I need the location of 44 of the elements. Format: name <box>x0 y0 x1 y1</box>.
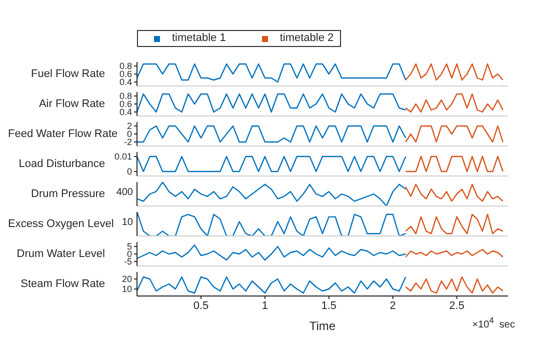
y-tick-label: 0.4 <box>119 77 132 88</box>
line-series <box>137 93 406 113</box>
text: 400 <box>115 186 133 199</box>
x-tick-label: 2.5 <box>449 300 464 312</box>
y-axis-title: Steam Flow Rate <box>20 277 105 291</box>
line-series <box>137 276 406 294</box>
y-tick-label: -2 <box>124 137 132 148</box>
x-tick-label: 1.5 <box>321 300 337 312</box>
y-tick-label: 0.4 <box>119 107 132 118</box>
y-tick-label: 0.8 <box>119 91 132 102</box>
line-series <box>405 125 504 143</box>
y-tick-label: 0.6 <box>119 99 132 110</box>
y-tick-label: 0.01 <box>114 152 132 162</box>
y-axis-title: Feed Water Flow Rate <box>8 127 118 141</box>
y-tick-label: 2 <box>126 121 132 132</box>
line-series <box>137 244 406 261</box>
y-axis-title: Excess Oxygen Level <box>8 217 114 231</box>
x-tick-label: 0.5 <box>193 300 209 312</box>
y-tick-label: 0 <box>126 129 132 140</box>
y-axis-title: Drum Water Level <box>16 247 105 261</box>
y-tick-label: 5 <box>126 242 132 252</box>
y-tick-label: 0.6 <box>119 69 132 80</box>
y-axis-title: Load Disturbance <box>18 157 105 171</box>
y-tick-label: -5 <box>124 256 132 267</box>
x-tick-label: 1 <box>262 300 268 312</box>
y-axis-title: Air Flow Rate <box>38 97 105 111</box>
y-tick-label: 20 <box>122 274 132 284</box>
y-tick-label: 0.8 <box>119 61 132 72</box>
y-tick-label: 0 <box>126 166 132 177</box>
y-tick-label: 0 <box>126 249 132 260</box>
y-axis-title: Fuel Flow Rate <box>30 67 105 81</box>
line-series <box>405 93 504 113</box>
line-series <box>137 125 406 143</box>
text: ×10$^{4}$ sec <box>472 314 515 332</box>
y-axis-title: Drum Pressure <box>30 187 105 201</box>
line-series <box>405 63 504 81</box>
line-series <box>405 248 504 258</box>
line-series <box>405 276 504 294</box>
y-tick-label: 10 <box>122 284 132 294</box>
legend-label: timetable 1 <box>172 32 226 45</box>
line-series <box>137 63 406 83</box>
x-axis-title: Time <box>309 319 336 333</box>
x-tick-label: 2 <box>390 300 396 312</box>
legend-label: timetable 2 <box>280 32 334 45</box>
